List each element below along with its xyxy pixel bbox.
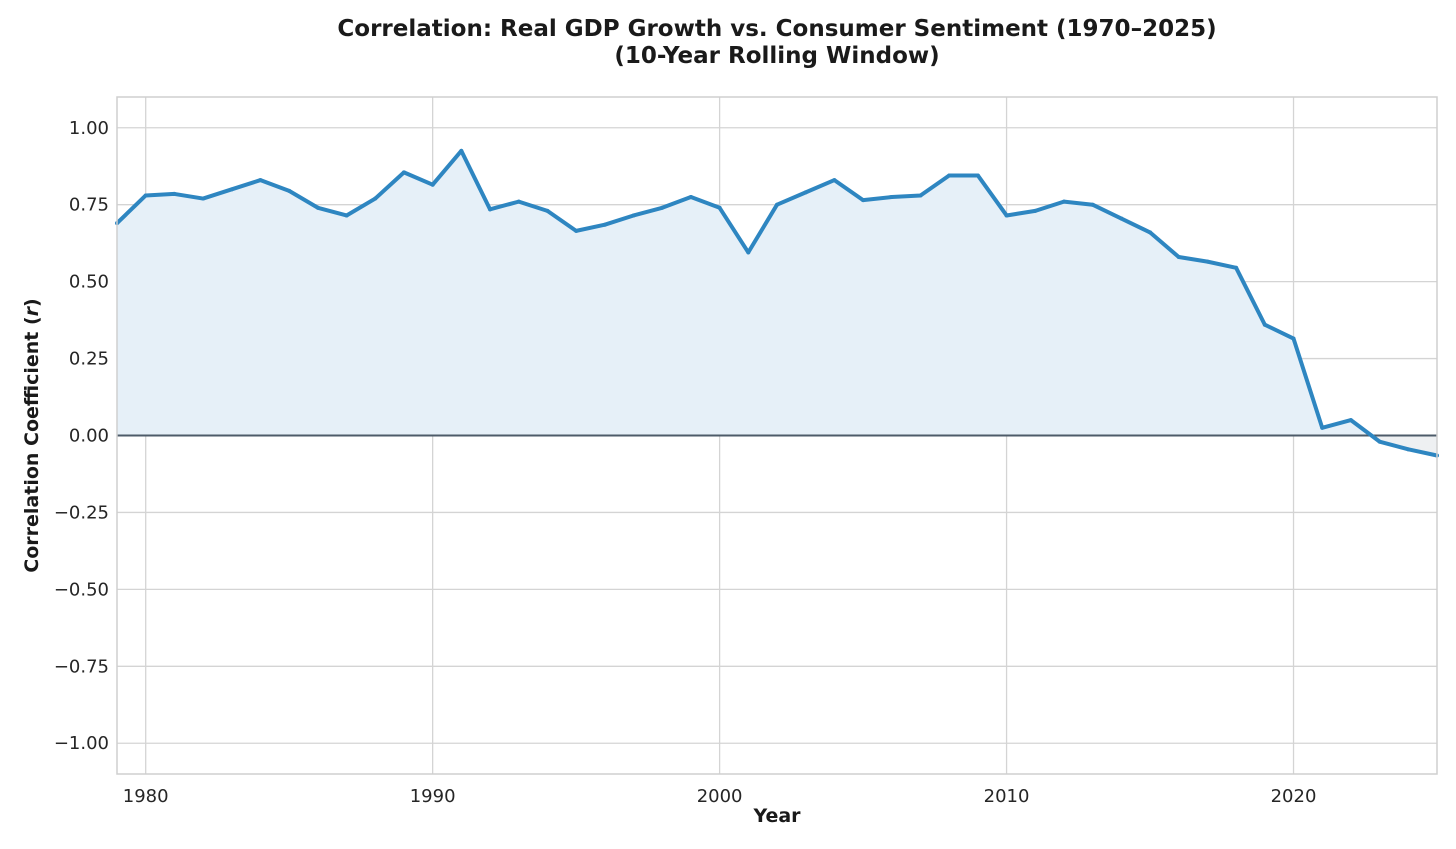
y-tick-label: 1.00 [69, 118, 109, 139]
positive-area-fill [117, 150, 1437, 436]
y-tick-label: 0.75 [69, 195, 109, 216]
data-point [889, 195, 894, 200]
data-point [459, 148, 464, 153]
data-point [1406, 447, 1411, 452]
data-point [1119, 216, 1124, 221]
y-tick-label: 0.25 [69, 349, 109, 370]
data-point [975, 173, 980, 178]
x-tick-labels: 1980 1990 2000 2010 2020 [123, 786, 1317, 807]
data-point [401, 170, 406, 175]
chart-title: Correlation: Real GDP Growth vs. Consume… [337, 16, 1216, 69]
y-tick-label: 0.00 [69, 426, 109, 447]
data-point [488, 207, 493, 212]
y-tick-label: −0.50 [54, 579, 109, 600]
data-points [115, 148, 1439, 458]
data-point [373, 196, 378, 201]
x-axis-label: Year [752, 805, 801, 827]
data-point [631, 213, 636, 218]
y-tick-label: −1.00 [54, 733, 109, 754]
data-point [287, 188, 292, 193]
data-point [258, 178, 263, 183]
data-point [746, 250, 751, 255]
data-point [315, 205, 320, 210]
data-point [201, 196, 206, 201]
data-point [717, 205, 722, 210]
negative-area-fill [117, 435, 1437, 456]
data-point [602, 222, 607, 227]
data-point [688, 195, 693, 200]
data-point [1377, 439, 1382, 444]
data-point [1061, 199, 1066, 204]
data-point [430, 182, 435, 187]
data-point [143, 193, 148, 198]
data-point [832, 178, 837, 183]
data-point [1148, 230, 1153, 235]
chart-title-line-1: Correlation: Real GDP Growth vs. Consume… [337, 16, 1216, 42]
data-point [1176, 255, 1181, 260]
data-point [803, 190, 808, 195]
area-fill [117, 150, 1437, 456]
data-point [1205, 259, 1210, 264]
x-tick-label: 1990 [410, 786, 456, 807]
x-tick-label: 1980 [123, 786, 169, 807]
y-tick-label: −0.75 [54, 656, 109, 677]
x-tick-label: 2010 [984, 786, 1030, 807]
y-tick-labels: 1.00 0.75 0.50 0.25 0.00 −0.25 −0.50 −0.75 −1.00 [54, 118, 109, 754]
data-point [775, 202, 779, 207]
data-point [1348, 418, 1353, 423]
data-point [229, 187, 234, 192]
data-point [516, 199, 521, 204]
x-tick-label: 2000 [697, 786, 743, 807]
data-point [1033, 208, 1038, 213]
y-tick-label: −0.25 [54, 502, 109, 523]
data-point [574, 228, 579, 233]
data-point [1291, 336, 1296, 341]
data-point [947, 173, 952, 178]
data-point [918, 193, 923, 198]
x-tick-label: 2020 [1271, 786, 1317, 807]
plot-frame [116, 96, 1438, 775]
chart-title-line-2: (10-Year Rolling Window) [614, 43, 939, 69]
data-point [1262, 322, 1267, 327]
data-point [1090, 202, 1095, 207]
y-axis-label: Correlation Coefficient (r) [21, 298, 43, 572]
data-point [172, 191, 177, 196]
data-point [545, 208, 550, 213]
data-point [1234, 265, 1239, 270]
data-point [660, 205, 665, 210]
data-point [1004, 213, 1009, 218]
data-point [344, 213, 349, 218]
data-point [1320, 425, 1325, 430]
data-point [861, 198, 866, 203]
y-tick-label: 0.50 [69, 272, 109, 293]
